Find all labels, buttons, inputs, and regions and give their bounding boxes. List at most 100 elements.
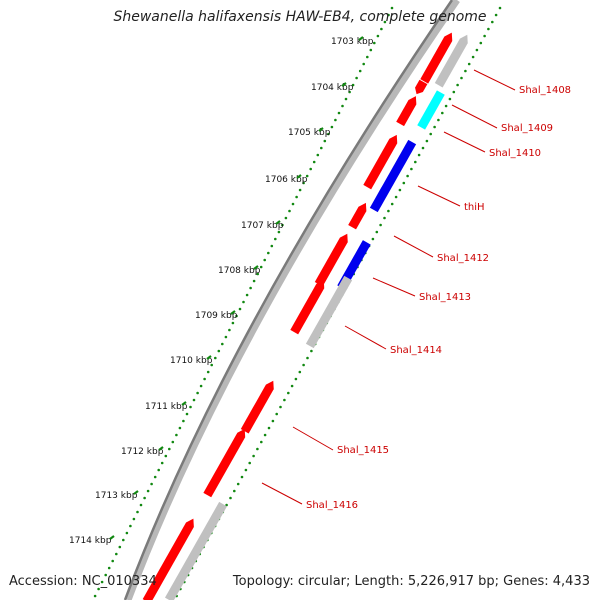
gene-label: Shal_1412 [437, 253, 489, 264]
track-dot [271, 419, 275, 423]
track-dot [366, 55, 369, 59]
track-dot [479, 41, 483, 45]
gene-box [417, 90, 445, 130]
gene-arrow [415, 79, 428, 95]
map-title: Shewanella halifaxensis HAW-EB4, complet… [113, 9, 487, 25]
track-dot [97, 587, 100, 591]
track-dot [100, 580, 104, 584]
track-dot [115, 552, 118, 556]
track-dot [136, 510, 139, 514]
track-dot [460, 76, 463, 80]
track-dot [259, 265, 263, 269]
tick-label: 1712 kbp [121, 447, 164, 457]
track-dot [437, 118, 440, 122]
gene-arrow [434, 34, 468, 88]
label-leader [344, 325, 387, 350]
tick-label: 1705 kbp [288, 128, 331, 138]
label-leader [417, 185, 461, 207]
track-dot [199, 384, 203, 388]
tick-label: 1707 kbp [241, 221, 284, 231]
gene-features [142, 32, 468, 600]
track-dot [245, 293, 249, 297]
track-dot [284, 216, 288, 220]
tick-mark [341, 82, 347, 87]
track-dot [279, 405, 282, 409]
track-dot [275, 412, 279, 416]
track-dot [334, 118, 337, 122]
track-dot [93, 594, 97, 598]
gene-arrow [142, 518, 194, 600]
track-dot [206, 370, 210, 374]
backbone-shadow [124, 0, 460, 600]
tick-mark [181, 401, 187, 406]
track-dot [210, 363, 213, 367]
track-dot [362, 62, 366, 66]
gene-arrow [290, 279, 325, 335]
backbone-line [123, 0, 454, 600]
tick-label: 1714 kbp [69, 536, 112, 546]
track-dot [448, 97, 452, 101]
track-dot [402, 181, 406, 185]
track-dot [390, 202, 394, 206]
track-dot [467, 62, 471, 66]
track-dot [294, 377, 298, 381]
tick-label: 1713 kbp [95, 491, 138, 501]
track-dot [217, 349, 221, 353]
track-dot [327, 132, 330, 136]
track-dot [355, 76, 358, 80]
track-dot [287, 391, 290, 395]
tick-mark [158, 446, 164, 451]
track-dot [291, 202, 295, 206]
tick-label: 1710 kbp [170, 356, 213, 366]
track-dot [277, 230, 281, 234]
topology-text: Topology: circular; Length: 5,226,917 bp… [232, 574, 590, 589]
track-dot [260, 440, 263, 444]
track-dot [494, 13, 498, 17]
gene-box [165, 501, 227, 600]
track-dot [185, 412, 189, 416]
track-dot [371, 237, 375, 241]
track-dot [456, 83, 459, 87]
track-dot [337, 111, 341, 115]
track-dot [298, 370, 302, 374]
track-dot [316, 153, 320, 157]
label-leader [443, 131, 486, 153]
track-dot [475, 48, 479, 52]
tick-label: 1709 kbp [195, 311, 238, 321]
gene-arrow [396, 96, 417, 127]
track-dot [274, 237, 277, 241]
track-dot [283, 398, 286, 402]
track-dot [341, 104, 344, 108]
track-dot [288, 209, 291, 213]
track-dot [164, 454, 168, 458]
gene-box [369, 139, 417, 213]
track-dot [146, 489, 150, 493]
track-dot [240, 475, 244, 479]
track-dot [233, 489, 236, 493]
tick-label: 1703 kbp [331, 37, 374, 47]
gene-arrow [420, 32, 453, 84]
track-dot [229, 496, 232, 500]
track-dot [256, 447, 259, 451]
track-dot [302, 363, 305, 367]
track-dot [406, 174, 409, 178]
track-dot [380, 27, 383, 31]
track-dot [252, 454, 255, 458]
track-dot [267, 251, 270, 255]
track-dot [203, 377, 206, 381]
track-dot [153, 475, 157, 479]
track-dot [410, 167, 413, 171]
tick-mark [358, 36, 364, 41]
track-dot [263, 433, 267, 437]
tick-mark [133, 490, 139, 495]
track-dot [414, 160, 417, 164]
track-dot [375, 230, 379, 234]
track-dot [168, 447, 171, 451]
track-dot [421, 146, 425, 150]
track-dot [290, 384, 294, 388]
tick-label: 1711 kbp [145, 402, 188, 412]
gene-label: Shal_1413 [419, 292, 471, 303]
track-dot [344, 97, 348, 101]
gene-arrow [314, 233, 348, 287]
track-dot [387, 209, 390, 213]
